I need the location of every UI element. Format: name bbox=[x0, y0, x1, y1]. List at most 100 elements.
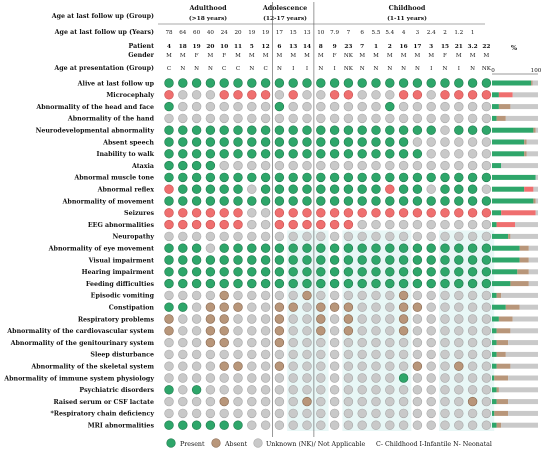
absent-bar-segment bbox=[533, 198, 536, 204]
present-marker bbox=[274, 184, 285, 194]
unknown-marker bbox=[316, 231, 326, 242]
unknown-marker bbox=[481, 231, 492, 242]
present-bar-segment bbox=[492, 340, 497, 346]
present-marker bbox=[233, 243, 243, 253]
unknown-marker bbox=[357, 160, 367, 171]
gender-cell: M bbox=[180, 53, 186, 59]
group-childhood-label: Childhood bbox=[389, 4, 426, 12]
unknown-marker bbox=[205, 349, 216, 360]
age-years-cell: 4 bbox=[402, 30, 406, 36]
present-marker bbox=[219, 78, 229, 88]
unknown-marker bbox=[219, 101, 229, 112]
absent-marker bbox=[205, 302, 216, 312]
absent-marker bbox=[316, 219, 326, 230]
unknown-bar-segment bbox=[528, 257, 538, 263]
age-years-cell: 3 bbox=[416, 30, 420, 36]
age-years-cell: 78 bbox=[165, 30, 173, 36]
unknown-marker bbox=[426, 113, 436, 124]
patient-id-cell: 2 bbox=[388, 44, 392, 50]
patient-id-cell: 5 bbox=[250, 44, 254, 50]
unknown-bar-segment bbox=[505, 115, 538, 121]
unknown-marker bbox=[481, 184, 492, 194]
presentation-cell: N bbox=[415, 66, 420, 72]
present-marker bbox=[454, 243, 464, 253]
patient-id-cell: 6 bbox=[277, 44, 281, 50]
absent-marker bbox=[343, 314, 354, 324]
unknown-marker bbox=[329, 408, 340, 419]
present-marker bbox=[274, 172, 285, 183]
absent-marker bbox=[288, 302, 298, 312]
unknown-marker bbox=[302, 326, 312, 336]
age-years-cell: 13 bbox=[303, 30, 311, 36]
present-marker bbox=[260, 137, 271, 147]
present-marker bbox=[467, 255, 478, 265]
unknown-marker bbox=[343, 290, 354, 301]
present-bar-segment bbox=[492, 281, 511, 287]
absent-marker bbox=[274, 219, 285, 230]
phenotype-rows: Alive at last follow up Microcephaly Abnor… bbox=[3, 78, 492, 430]
unknown-marker bbox=[343, 420, 354, 430]
present-bar-segment bbox=[492, 387, 497, 393]
unknown-marker bbox=[260, 385, 271, 395]
present-bar-segment bbox=[492, 328, 497, 334]
present-marker bbox=[426, 278, 436, 289]
unknown-marker bbox=[357, 396, 367, 407]
present-marker bbox=[398, 255, 409, 265]
unknown-marker bbox=[219, 160, 229, 171]
present-marker bbox=[357, 255, 367, 265]
present-marker bbox=[260, 278, 271, 289]
present-marker bbox=[371, 278, 381, 289]
present-marker bbox=[316, 137, 326, 147]
present-marker bbox=[247, 278, 257, 289]
present-marker bbox=[454, 78, 464, 88]
absent-marker bbox=[274, 361, 285, 371]
present-marker bbox=[260, 184, 271, 194]
unknown-marker bbox=[440, 149, 450, 159]
unknown-marker bbox=[426, 302, 436, 312]
unknown-marker bbox=[247, 337, 257, 348]
present-marker bbox=[178, 267, 188, 277]
absent-marker bbox=[205, 337, 216, 348]
unknown-marker bbox=[440, 385, 450, 395]
absent-bar-segment bbox=[501, 210, 536, 216]
unknown-marker bbox=[164, 231, 174, 242]
unknown-marker bbox=[274, 113, 285, 124]
present-marker bbox=[178, 149, 188, 159]
present-marker bbox=[205, 172, 216, 183]
unknown-marker bbox=[260, 101, 271, 112]
unknown-marker bbox=[260, 314, 271, 324]
absent-marker bbox=[178, 219, 188, 230]
phenotype-label: Microcephaly bbox=[106, 92, 154, 99]
present-marker bbox=[329, 267, 340, 277]
unknown-marker bbox=[426, 290, 436, 301]
absent-bar-segment bbox=[517, 269, 529, 275]
patient-id-cell: 13 bbox=[289, 44, 297, 50]
unknown-marker bbox=[247, 219, 257, 230]
present-marker bbox=[191, 160, 202, 171]
present-marker bbox=[343, 278, 354, 289]
presentation-cell: NK bbox=[482, 66, 492, 72]
present-marker bbox=[233, 278, 243, 289]
presentation-cell: I bbox=[306, 66, 308, 72]
present-marker bbox=[274, 255, 285, 265]
present-marker bbox=[247, 149, 257, 159]
presentation-cell: I bbox=[430, 66, 432, 72]
absent-marker bbox=[398, 290, 409, 301]
unknown-marker bbox=[454, 231, 464, 242]
present-marker bbox=[385, 243, 395, 253]
unknown-marker bbox=[371, 314, 381, 324]
unknown-marker bbox=[164, 290, 174, 301]
absent-marker bbox=[343, 302, 354, 312]
present-marker bbox=[233, 184, 243, 194]
present-marker bbox=[205, 137, 216, 147]
absent-bar-segment bbox=[524, 186, 534, 192]
unknown-bar-segment bbox=[535, 174, 538, 180]
unknown-marker bbox=[371, 113, 381, 124]
unknown-marker bbox=[371, 373, 381, 383]
unknown-marker bbox=[426, 219, 436, 230]
unknown-marker bbox=[454, 373, 464, 383]
unknown-marker bbox=[481, 326, 492, 336]
unknown-bar-segment bbox=[508, 375, 538, 381]
present-marker bbox=[164, 172, 174, 183]
unknown-marker bbox=[440, 337, 450, 348]
